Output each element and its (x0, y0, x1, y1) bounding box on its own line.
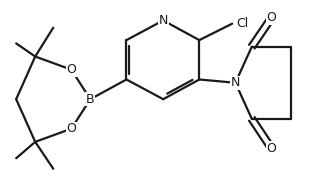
Text: O: O (66, 122, 76, 135)
Text: N: N (231, 76, 240, 89)
Text: Cl: Cl (236, 17, 248, 30)
Text: B: B (86, 93, 95, 106)
Text: O: O (267, 11, 277, 24)
Text: O: O (267, 142, 277, 155)
Text: O: O (66, 63, 76, 76)
Text: N: N (158, 14, 168, 27)
